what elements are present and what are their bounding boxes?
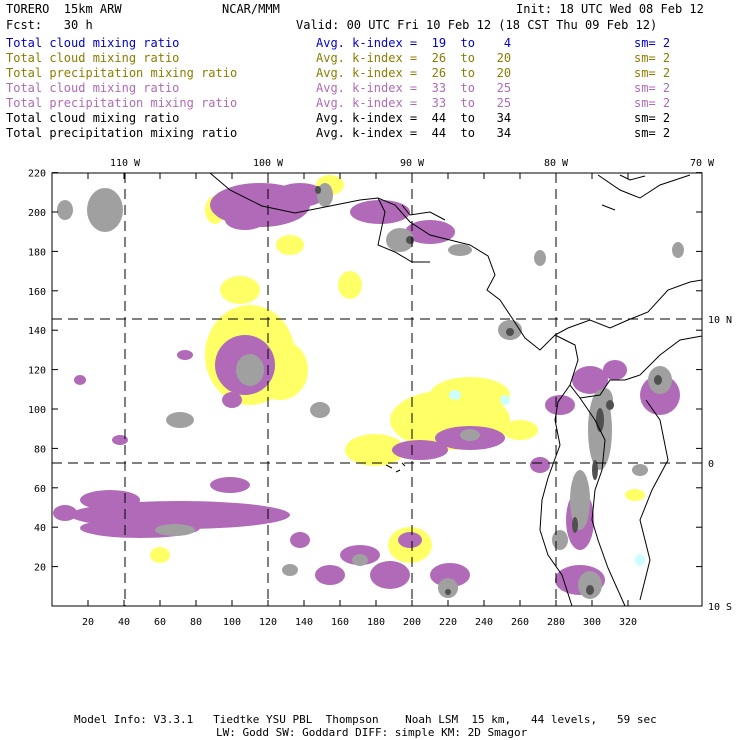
legend-field: Total cloud mixing ratio bbox=[6, 51, 180, 65]
x-tick-label: 100 bbox=[223, 617, 241, 628]
legend-level: Avg. k-index = 44 to 34 bbox=[316, 126, 512, 140]
x-tick-label: 140 bbox=[295, 617, 313, 628]
y-tick-label: 120 bbox=[28, 366, 46, 377]
latitude-label: 0 bbox=[708, 459, 714, 470]
x-tick-label: 180 bbox=[367, 617, 385, 628]
organization: NCAR/MMM bbox=[222, 2, 280, 16]
x-tick-label: 260 bbox=[511, 617, 529, 628]
x-tick-label: 240 bbox=[475, 617, 493, 628]
legend-field: Total precipitation mixing ratio bbox=[6, 66, 238, 80]
y-tick-label: 20 bbox=[34, 563, 46, 574]
latitude-label: 10 N bbox=[708, 315, 732, 326]
forecast-hour: Fcst: 30 h bbox=[6, 18, 93, 32]
legend-level: Avg. k-index = 33 to 25 bbox=[316, 81, 512, 95]
legend-sm: sm= 2 bbox=[634, 126, 671, 140]
legend-sm: sm= 2 bbox=[634, 96, 671, 110]
latitude-label: 10 S bbox=[708, 602, 732, 613]
y-tick-label: 220 bbox=[28, 169, 46, 180]
legend-sm: sm= 2 bbox=[634, 51, 671, 65]
x-tick-label: 320 bbox=[619, 617, 637, 628]
longitude-label: 70 W bbox=[690, 158, 715, 169]
lat-lon-grid bbox=[52, 173, 702, 606]
legend-sm: sm= 2 bbox=[634, 36, 671, 50]
init-time: Init: 18 UTC Wed 08 Feb 12 bbox=[516, 2, 704, 16]
y-tick-label: 180 bbox=[28, 247, 46, 258]
longitude-label: 110 W bbox=[110, 158, 141, 169]
x-tick-label: 60 bbox=[154, 617, 166, 628]
legend-sm: sm= 2 bbox=[634, 111, 671, 125]
legend-sm: sm= 2 bbox=[634, 81, 671, 95]
coastline bbox=[209, 173, 702, 606]
legend-level: Avg. k-index = 19 to 4 bbox=[316, 36, 512, 50]
x-tick-label: 80 bbox=[190, 617, 202, 628]
legend-field: Total cloud mixing ratio bbox=[6, 36, 180, 50]
y-tick-label: 40 bbox=[34, 523, 46, 534]
y-tick-label: 100 bbox=[28, 405, 46, 416]
legend-level: Avg. k-index = 33 to 25 bbox=[316, 96, 512, 110]
map-frame bbox=[51, 172, 703, 607]
y-tick-label: 60 bbox=[34, 484, 46, 495]
legend-field: Total precipitation mixing ratio bbox=[6, 96, 238, 110]
legend-sm: sm= 2 bbox=[634, 66, 671, 80]
x-tick-label: 120 bbox=[259, 617, 277, 628]
x-tick-label: 300 bbox=[583, 617, 601, 628]
legend-field: Total precipitation mixing ratio bbox=[6, 126, 238, 140]
y-tick-label: 80 bbox=[34, 444, 46, 455]
legend-level: Avg. k-index = 44 to 34 bbox=[316, 111, 512, 125]
longitude-label: 100 W bbox=[253, 158, 284, 169]
x-tick-label: 220 bbox=[439, 617, 457, 628]
forecast-map: 20 40 60 80 100 120 140 160 180 200 220 240 260 280 30… bbox=[28, 158, 732, 628]
y-tick-label: 160 bbox=[28, 287, 46, 298]
legend-field: Total cloud mixing ratio bbox=[6, 81, 180, 95]
x-tick-label: 160 bbox=[331, 617, 349, 628]
physics-info: LW: Godd SW: Goddard DIFF: simple KM: 2D… bbox=[216, 726, 528, 739]
legend-field: Total cloud mixing ratio bbox=[6, 111, 180, 125]
x-tick-label: 200 bbox=[403, 617, 421, 628]
x-tick-label: 280 bbox=[547, 617, 565, 628]
legend-level: Avg. k-index = 26 to 20 bbox=[316, 51, 512, 65]
model-name: TORERO 15km ARW bbox=[6, 2, 122, 16]
longitude-label: 90 W bbox=[400, 158, 425, 169]
longitude-label: 80 W bbox=[544, 158, 569, 169]
y-tick-label: 200 bbox=[28, 208, 46, 219]
x-tick-label: 20 bbox=[82, 617, 94, 628]
y-tick-label: 140 bbox=[28, 326, 46, 337]
x-tick-label: 40 bbox=[118, 617, 130, 628]
valid-time: Valid: 00 UTC Fri 10 Feb 12 (18 CST Thu … bbox=[296, 18, 658, 32]
legend-level: Avg. k-index = 26 to 20 bbox=[316, 66, 512, 80]
model-info: Model Info: V3.3.1 Tiedtke YSU PBL Thomp… bbox=[74, 713, 657, 726]
